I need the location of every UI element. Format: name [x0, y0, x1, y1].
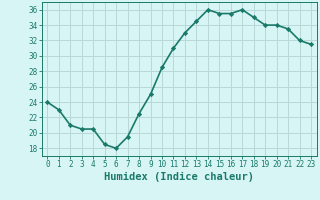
- X-axis label: Humidex (Indice chaleur): Humidex (Indice chaleur): [104, 172, 254, 182]
